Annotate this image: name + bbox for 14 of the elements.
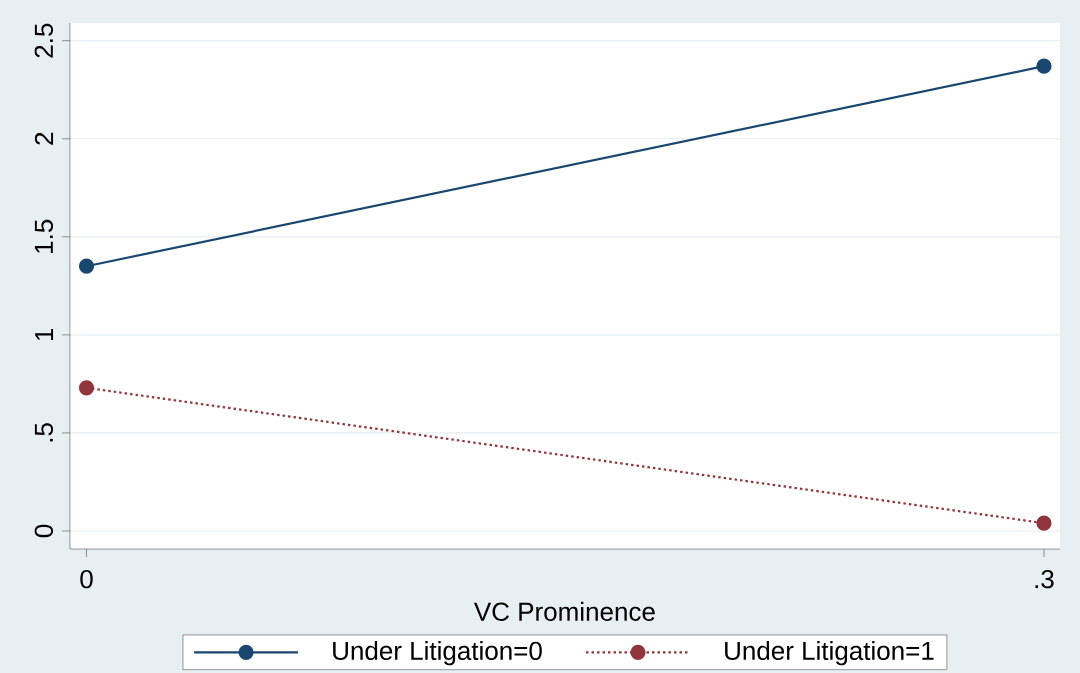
point bbox=[78, 380, 95, 396]
legend-label: Under Litigation=0 bbox=[333, 640, 542, 666]
y-tick-label: 2 bbox=[34, 132, 54, 145]
point bbox=[78, 258, 95, 274]
x-axis-title: VC Prominence bbox=[473, 601, 655, 621]
point bbox=[1036, 515, 1052, 531]
y-tick-label: 0 bbox=[34, 524, 54, 538]
x-tick-label: .3 bbox=[1035, 569, 1054, 589]
legend-label: Under Litigation=1 bbox=[725, 640, 934, 666]
y-tick-label: 1 bbox=[35, 328, 54, 341]
y-tick-label: 2.5 bbox=[34, 23, 54, 58]
y-tick-label: 1.5 bbox=[34, 219, 54, 253]
point bbox=[1036, 58, 1052, 74]
y-tick-label: .5 bbox=[34, 423, 54, 442]
